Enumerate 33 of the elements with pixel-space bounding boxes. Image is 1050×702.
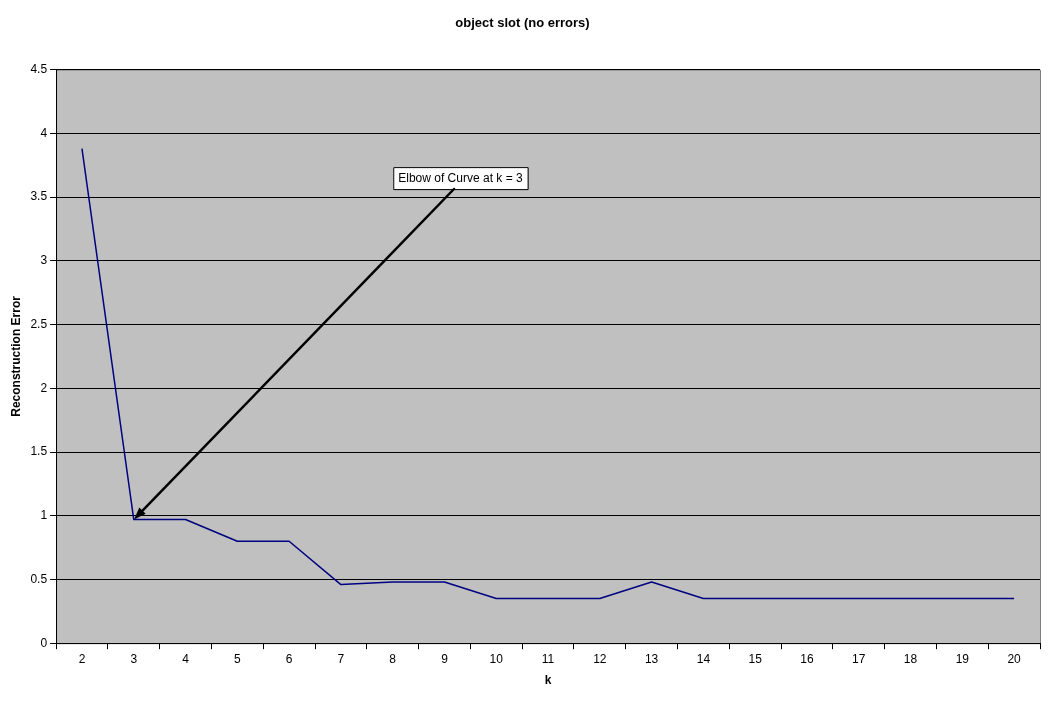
x-tick-label: 3 — [130, 651, 138, 666]
x-tick-label: 18 — [903, 651, 918, 666]
x-tick-label: 19 — [955, 651, 970, 666]
x-tick-label: 12 — [593, 651, 607, 666]
y-tick-label: 2.5 — [30, 316, 48, 331]
x-tick-label: 11 — [541, 651, 555, 666]
x-tick-label: 8 — [389, 651, 397, 666]
x-tick-label: 17 — [852, 651, 866, 666]
y-tick-label: 4 — [40, 125, 48, 140]
y-tick-label: 0.5 — [30, 571, 48, 586]
y-tick-label: 3.5 — [30, 189, 48, 204]
y-tick-label: 1 — [40, 508, 48, 523]
x-tick-label: 10 — [489, 651, 504, 666]
x-tick-label: 20 — [1007, 651, 1022, 666]
y-tick-label: 2 — [40, 380, 48, 395]
y-tick-label: 3 — [40, 253, 48, 268]
annotation: Elbow of Curve at k = 3 — [398, 171, 523, 186]
x-tick-label: 2 — [78, 651, 86, 666]
x-tick-label: 4 — [182, 651, 190, 666]
y-tick-label: 1.5 — [30, 444, 48, 459]
x-tick-label: 16 — [800, 651, 814, 666]
x-tick-label: 9 — [441, 651, 449, 666]
x-tick-label: 6 — [285, 651, 293, 666]
x-tick-label: 13 — [644, 651, 659, 666]
y-axis-title: Reconstruction Error — [8, 295, 23, 417]
x-tick-label: 14 — [696, 651, 711, 666]
x-tick-label: 7 — [337, 651, 345, 666]
y-tick-label: 0 — [40, 635, 48, 650]
x-tick-label: 5 — [233, 651, 241, 666]
chart-title: object slot (no errors) — [455, 15, 590, 31]
x-tick-label: 15 — [748, 651, 763, 666]
x-axis-title: k — [544, 673, 552, 688]
y-tick-label: 4.5 — [30, 61, 48, 76]
